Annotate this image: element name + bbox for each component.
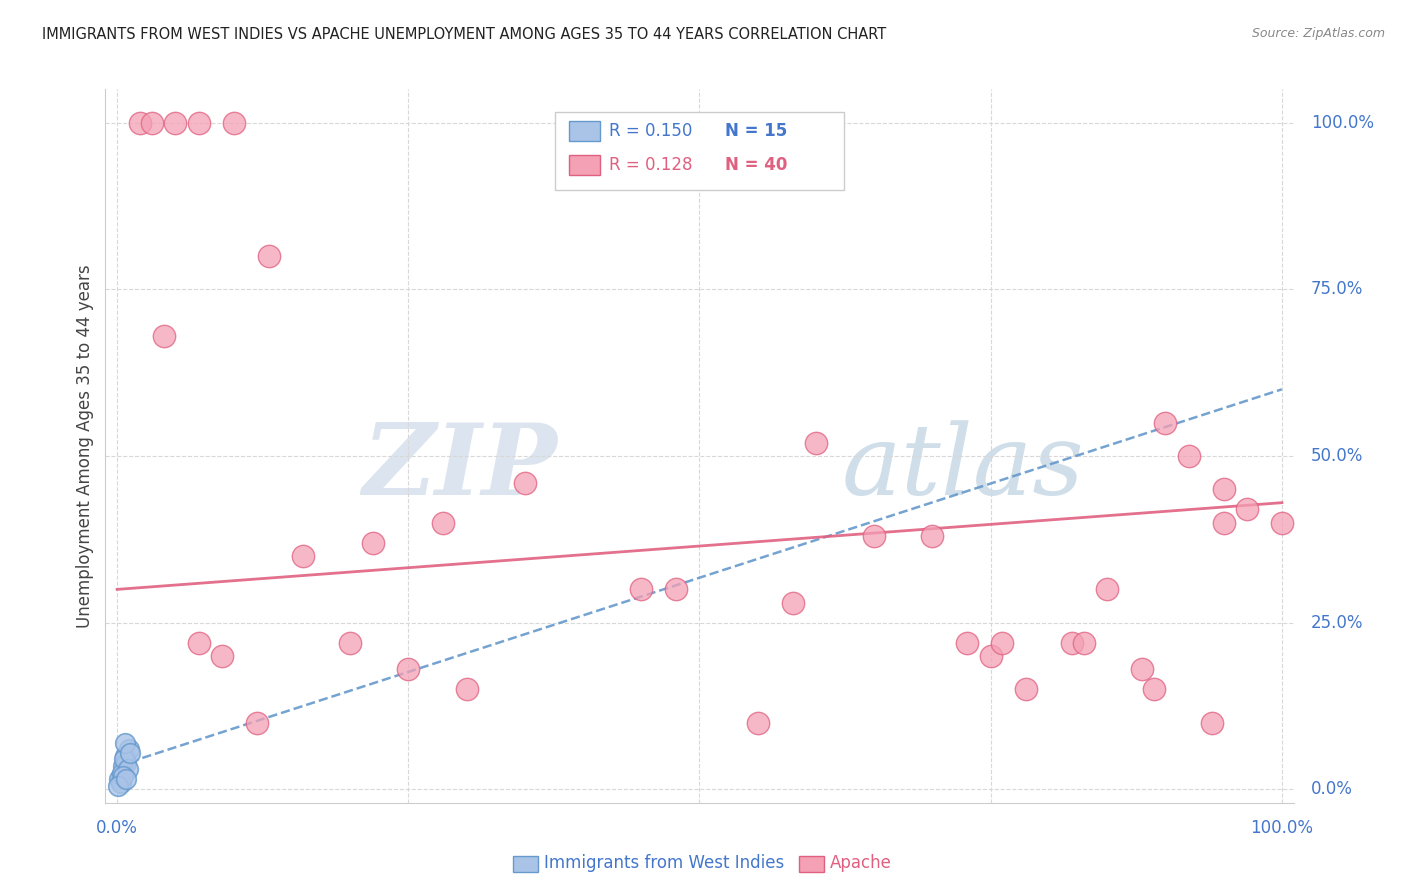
Point	[1062, 636, 1084, 650]
Point	[804, 435, 827, 450]
Text: 100.0%: 100.0%	[1250, 820, 1313, 838]
Point	[863, 529, 886, 543]
Point	[1212, 483, 1234, 497]
Point	[118, 746, 141, 760]
Text: Apache: Apache	[830, 855, 891, 872]
Text: IMMIGRANTS FROM WEST INDIES VS APACHE UNEMPLOYMENT AMONG AGES 35 TO 44 YEARS COR: IMMIGRANTS FROM WEST INDIES VS APACHE UN…	[42, 27, 886, 42]
Text: Source: ZipAtlas.com: Source: ZipAtlas.com	[1251, 27, 1385, 40]
Point	[339, 636, 361, 650]
Point	[1095, 582, 1118, 597]
Point	[211, 649, 233, 664]
Point	[782, 596, 804, 610]
Point	[111, 759, 134, 773]
Y-axis label: Unemployment Among Ages 35 to 44 years: Unemployment Among Ages 35 to 44 years	[76, 264, 94, 628]
Point	[980, 649, 1002, 664]
Point	[921, 529, 943, 543]
Point	[115, 756, 138, 770]
Point	[129, 115, 152, 129]
Point	[456, 682, 478, 697]
Point	[107, 779, 129, 793]
Point	[956, 636, 979, 650]
Point	[1212, 516, 1234, 530]
Point	[1143, 682, 1166, 697]
Point	[747, 715, 769, 730]
Text: ZIP: ZIP	[361, 419, 557, 516]
Point	[1154, 416, 1177, 430]
Point	[187, 636, 209, 650]
Point	[246, 715, 269, 730]
Point	[665, 582, 688, 597]
Point	[396, 662, 419, 676]
Point	[141, 115, 163, 129]
Text: 0.0%: 0.0%	[96, 820, 138, 838]
Text: atlas: atlas	[842, 420, 1085, 515]
Point	[112, 752, 135, 766]
Point	[1177, 449, 1199, 463]
Point	[110, 776, 132, 790]
Text: 50.0%: 50.0%	[1310, 447, 1364, 465]
Point	[114, 749, 136, 764]
Point	[108, 772, 131, 787]
Point	[110, 769, 132, 783]
Point	[257, 249, 280, 263]
Point	[115, 772, 138, 787]
Point	[152, 329, 174, 343]
Point	[114, 736, 136, 750]
Point	[222, 115, 245, 129]
Point	[117, 763, 139, 777]
Point	[111, 769, 134, 783]
Text: 25.0%: 25.0%	[1310, 614, 1364, 632]
Point	[991, 636, 1014, 650]
Text: R = 0.150: R = 0.150	[609, 122, 692, 140]
Point	[1014, 682, 1036, 697]
Point	[432, 516, 454, 530]
Point	[165, 115, 187, 129]
Point	[513, 475, 536, 490]
Point	[1130, 662, 1153, 676]
Text: R = 0.128: R = 0.128	[609, 156, 692, 174]
Point	[1271, 516, 1294, 530]
Text: 75.0%: 75.0%	[1310, 280, 1364, 298]
Point	[630, 582, 652, 597]
Point	[1073, 636, 1095, 650]
Text: N = 40: N = 40	[725, 156, 787, 174]
Point	[118, 742, 141, 756]
Text: 100.0%: 100.0%	[1310, 113, 1374, 131]
Point	[363, 535, 385, 549]
Point	[292, 549, 315, 563]
Text: Immigrants from West Indies: Immigrants from West Indies	[544, 855, 785, 872]
Point	[187, 115, 209, 129]
Point	[1201, 715, 1223, 730]
Point	[111, 765, 134, 780]
Point	[1236, 502, 1258, 516]
Text: N = 15: N = 15	[725, 122, 787, 140]
Text: 0.0%: 0.0%	[1310, 780, 1353, 798]
